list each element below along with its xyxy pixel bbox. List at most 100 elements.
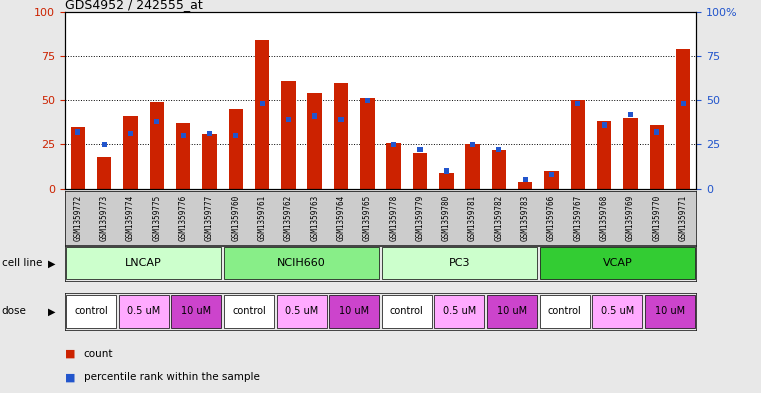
- Text: ▶: ▶: [48, 307, 56, 316]
- Text: 10 uM: 10 uM: [497, 307, 527, 316]
- Bar: [123, 116, 138, 189]
- Bar: [260, 101, 265, 107]
- Bar: [255, 40, 269, 189]
- Bar: [496, 147, 501, 152]
- Text: GSM1359774: GSM1359774: [126, 195, 135, 241]
- Bar: [575, 101, 581, 107]
- Text: GSM1359762: GSM1359762: [284, 195, 293, 241]
- Bar: [365, 97, 370, 103]
- Bar: [228, 109, 243, 189]
- Bar: [654, 129, 659, 135]
- Bar: [202, 134, 217, 189]
- Text: GSM1359770: GSM1359770: [652, 195, 661, 241]
- FancyBboxPatch shape: [276, 295, 326, 328]
- Bar: [650, 125, 664, 189]
- Bar: [444, 168, 449, 174]
- Text: control: control: [548, 307, 581, 316]
- Bar: [281, 81, 295, 189]
- Text: 10 uM: 10 uM: [655, 307, 685, 316]
- FancyBboxPatch shape: [382, 295, 431, 328]
- Text: GDS4952 / 242555_at: GDS4952 / 242555_at: [65, 0, 202, 11]
- Text: GSM1359765: GSM1359765: [363, 195, 372, 241]
- Text: count: count: [84, 349, 113, 359]
- Text: control: control: [390, 307, 424, 316]
- Text: control: control: [232, 307, 266, 316]
- FancyBboxPatch shape: [66, 295, 116, 328]
- Bar: [102, 142, 107, 147]
- Text: GSM1359764: GSM1359764: [336, 195, 345, 241]
- FancyBboxPatch shape: [330, 295, 379, 328]
- Bar: [150, 102, 164, 189]
- Text: GSM1359779: GSM1359779: [416, 195, 425, 241]
- FancyBboxPatch shape: [540, 248, 695, 279]
- FancyBboxPatch shape: [435, 295, 485, 328]
- Bar: [97, 157, 111, 189]
- Text: GSM1359783: GSM1359783: [521, 195, 530, 241]
- Text: GSM1359773: GSM1359773: [100, 195, 109, 241]
- Bar: [412, 153, 427, 189]
- Text: 0.5 uM: 0.5 uM: [127, 307, 161, 316]
- Bar: [75, 129, 81, 135]
- Bar: [628, 112, 633, 117]
- Bar: [128, 131, 133, 136]
- Text: cell line: cell line: [2, 258, 42, 268]
- Text: VCAP: VCAP: [603, 258, 632, 268]
- Text: 10 uM: 10 uM: [181, 307, 212, 316]
- Text: GSM1359771: GSM1359771: [679, 195, 688, 241]
- FancyBboxPatch shape: [487, 295, 537, 328]
- Bar: [676, 49, 690, 189]
- Text: GSM1359778: GSM1359778: [389, 195, 398, 241]
- Text: GSM1359780: GSM1359780: [442, 195, 451, 241]
- Bar: [307, 93, 322, 189]
- FancyBboxPatch shape: [382, 248, 537, 279]
- Text: ■: ■: [65, 372, 75, 382]
- FancyBboxPatch shape: [171, 295, 221, 328]
- Text: LNCAP: LNCAP: [126, 258, 162, 268]
- FancyBboxPatch shape: [119, 295, 169, 328]
- Text: GSM1359782: GSM1359782: [495, 195, 504, 241]
- Text: ■: ■: [65, 349, 75, 359]
- Bar: [518, 182, 533, 189]
- Bar: [286, 117, 291, 122]
- Bar: [312, 114, 317, 119]
- Text: GSM1359761: GSM1359761: [257, 195, 266, 241]
- Text: GSM1359776: GSM1359776: [179, 195, 188, 241]
- Text: ▶: ▶: [48, 258, 56, 268]
- Bar: [470, 142, 475, 147]
- Text: control: control: [74, 307, 108, 316]
- Bar: [154, 119, 159, 124]
- FancyBboxPatch shape: [224, 295, 274, 328]
- Bar: [439, 173, 454, 189]
- Text: GSM1359772: GSM1359772: [73, 195, 82, 241]
- Text: 10 uM: 10 uM: [339, 307, 369, 316]
- Bar: [571, 100, 585, 189]
- Text: GSM1359768: GSM1359768: [600, 195, 609, 241]
- Text: GSM1359767: GSM1359767: [573, 195, 582, 241]
- Text: GSM1359763: GSM1359763: [310, 195, 319, 241]
- Bar: [180, 133, 186, 138]
- Bar: [597, 121, 611, 189]
- Bar: [492, 150, 506, 189]
- Bar: [233, 133, 238, 138]
- Bar: [466, 144, 480, 189]
- Bar: [391, 142, 396, 147]
- Bar: [387, 143, 401, 189]
- Text: GSM1359777: GSM1359777: [205, 195, 214, 241]
- Text: 0.5 uM: 0.5 uM: [600, 307, 634, 316]
- Bar: [544, 171, 559, 189]
- Bar: [602, 122, 607, 128]
- Bar: [334, 83, 349, 189]
- Text: dose: dose: [2, 307, 27, 316]
- Text: PC3: PC3: [449, 258, 470, 268]
- Text: 0.5 uM: 0.5 uM: [443, 307, 476, 316]
- Bar: [680, 101, 686, 107]
- Text: GSM1359775: GSM1359775: [152, 195, 161, 241]
- FancyBboxPatch shape: [592, 295, 642, 328]
- FancyBboxPatch shape: [66, 248, 221, 279]
- Bar: [71, 127, 85, 189]
- Text: GSM1359760: GSM1359760: [231, 195, 240, 241]
- FancyBboxPatch shape: [540, 295, 590, 328]
- Bar: [176, 123, 190, 189]
- Text: 0.5 uM: 0.5 uM: [285, 307, 318, 316]
- Bar: [623, 118, 638, 189]
